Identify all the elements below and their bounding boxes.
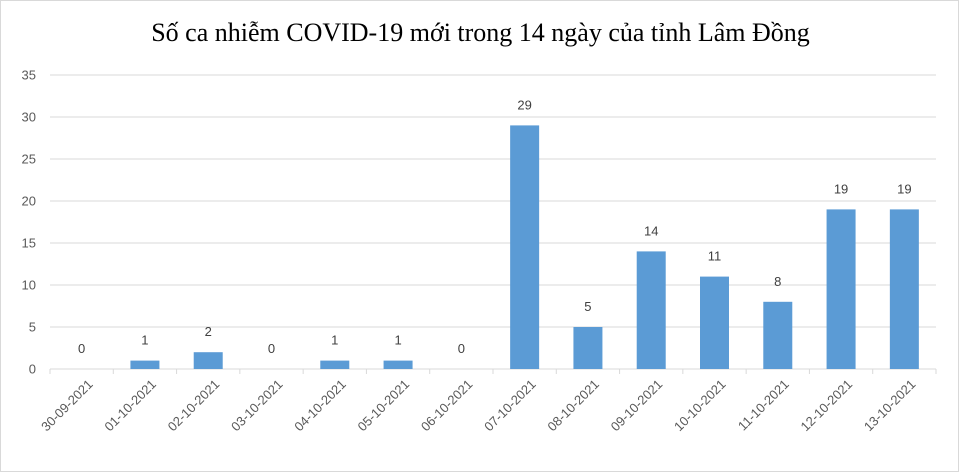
x-tick-label: 04-10-2021: [291, 377, 349, 435]
x-tick-label: 01-10-2021: [101, 377, 159, 435]
x-tick-label: 03-10-2021: [228, 377, 286, 435]
data-label: 2: [205, 324, 212, 339]
data-label: 8: [774, 274, 781, 289]
y-tick-label: 0: [29, 362, 36, 377]
x-tick-label: 11-10-2021: [735, 377, 792, 434]
data-label: 1: [394, 333, 401, 348]
y-tick-label: 25: [22, 152, 36, 167]
bar: [763, 301, 793, 369]
y-tick-label: 35: [22, 68, 36, 83]
chart-title: Số ca nhiễm COVID-19 mới trong 14 ngày c…: [151, 18, 810, 47]
data-label: 1: [141, 333, 148, 348]
bar: [320, 360, 350, 369]
y-tick-label: 10: [22, 278, 36, 293]
data-label: 0: [268, 341, 275, 356]
x-tick-label: 02-10-2021: [165, 377, 223, 435]
data-label: 11: [708, 249, 722, 264]
x-tick-label: 05-10-2021: [355, 377, 413, 435]
bar: [130, 360, 160, 369]
y-tick-label: 15: [22, 236, 36, 251]
x-tick-label: 10-10-2021: [671, 377, 729, 435]
bar: [193, 352, 223, 369]
data-label: 19: [834, 181, 848, 196]
x-tick-label: 07-10-2021: [481, 377, 539, 435]
data-label: 0: [458, 341, 465, 356]
y-tick-label: 30: [22, 110, 36, 125]
x-tick-label: 12-10-2021: [798, 377, 856, 435]
bar: [510, 125, 540, 370]
data-label: 14: [644, 223, 658, 238]
y-tick-label: 20: [22, 194, 36, 209]
x-tick-label: 30-09-2021: [38, 377, 96, 435]
data-label: 19: [897, 181, 911, 196]
x-tick-label: 06-10-2021: [418, 377, 476, 435]
data-label: 29: [517, 97, 531, 112]
x-tick-label: 09-10-2021: [608, 377, 666, 435]
data-label: 5: [584, 299, 591, 314]
y-tick-label: 5: [29, 320, 36, 335]
data-label: 0: [78, 341, 85, 356]
bar: [826, 209, 856, 369]
bar: [573, 327, 603, 369]
x-tick-label: 08-10-2021: [544, 377, 602, 435]
bar: [636, 251, 666, 369]
bar: [700, 276, 729, 369]
bar: [383, 360, 413, 369]
bar: [889, 209, 919, 369]
x-tick-label: 13-10-2021: [861, 377, 919, 435]
data-label: 1: [331, 333, 338, 348]
